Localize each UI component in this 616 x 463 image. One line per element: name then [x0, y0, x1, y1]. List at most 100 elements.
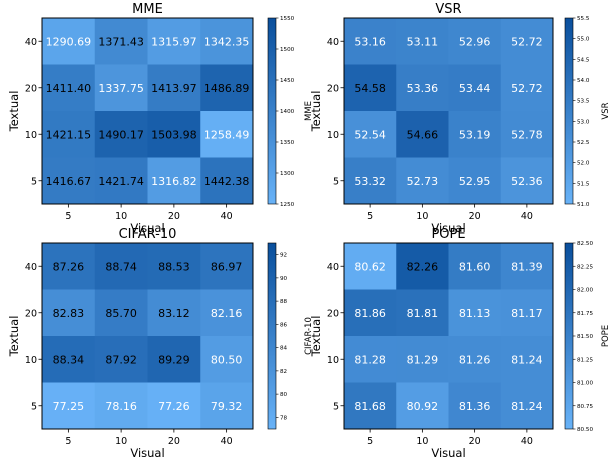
heatmap-cell	[448, 18, 502, 65]
cell-value-label: 1411.40	[46, 82, 92, 95]
colorbar-tick-label: 86	[280, 322, 288, 328]
y-tick-label: 20	[25, 308, 37, 319]
cell-value-label: 53.16	[354, 35, 386, 48]
heatmap-cell	[147, 64, 201, 112]
y-tick-label: 5	[31, 176, 37, 187]
x-tick-label: 5	[367, 211, 373, 222]
colorbar-label: POPE	[601, 325, 611, 347]
cell-value-label: 81.24	[511, 353, 543, 366]
cell-value-label: 80.62	[354, 260, 386, 273]
plot-frame	[41, 17, 254, 205]
colorbar-tick-label: 80.50	[577, 427, 593, 433]
colorbar-tick-label: 1350	[280, 140, 295, 146]
colorbar-scale	[564, 242, 574, 430]
cell-value-label: 52.78	[511, 128, 543, 141]
cell-value-label: 1258.49	[204, 128, 250, 141]
colorbar-tick-label: 81.50	[577, 334, 593, 340]
cell-value-label: 1315.97	[151, 35, 197, 48]
x-tick-label: 20	[469, 436, 481, 447]
cell-value-label: 89.29	[158, 353, 190, 366]
heatmap-cell	[344, 336, 397, 383]
heatmap-cell	[448, 111, 502, 158]
x-tick-label: 5	[367, 436, 373, 447]
cell-value-label: 53.32	[354, 175, 386, 188]
cell-value-label: 1486.89	[204, 82, 250, 95]
x-tick-label: 40	[221, 211, 233, 222]
y-tick-label: 40	[25, 262, 37, 273]
y-tick-label: 5	[333, 176, 339, 187]
heatmap-cell	[344, 64, 397, 112]
cell-value-label: 1413.97	[151, 82, 197, 95]
heatmap-cell	[200, 243, 254, 290]
cell-value-label: 87.26	[53, 260, 85, 273]
heatmap-cell	[42, 382, 96, 430]
colorbar-tick-label: 84	[280, 346, 288, 352]
heatmap-cell	[448, 289, 502, 337]
heatmap-cell	[147, 18, 201, 65]
heatmap-cell	[200, 382, 254, 430]
y-axis-label: Textual	[309, 316, 323, 358]
heatmap-cell	[500, 111, 554, 158]
cell-value-label: 1342.35	[204, 35, 250, 48]
colorbar-tick-label: 52.0	[577, 161, 590, 167]
cell-value-label: 87.92	[105, 353, 137, 366]
heatmap-cell	[448, 64, 502, 112]
heatmap-cell	[42, 64, 96, 112]
cell-value-label: 52.95	[459, 175, 491, 188]
cell-value-label: 81.13	[459, 307, 491, 320]
colorbar-scale	[267, 17, 277, 205]
cell-value-label: 81.24	[511, 400, 543, 413]
plot-frame	[343, 17, 554, 205]
cell-value-label: 81.81	[407, 307, 439, 320]
heatmap-cell	[396, 289, 449, 337]
x-tick-label: 40	[521, 436, 533, 447]
cell-value-label: 82.16	[211, 307, 243, 320]
cell-value-label: 52.72	[511, 35, 543, 48]
y-tick-label: 10	[25, 130, 37, 141]
colorbar-tick-label: 81.75	[577, 311, 593, 317]
colorbar-tick-label: 54.0	[577, 78, 590, 84]
x-tick-label: 5	[65, 436, 71, 447]
y-tick-label: 20	[327, 308, 339, 319]
heatmap-cell	[344, 18, 397, 65]
y-tick-label: 5	[333, 401, 339, 412]
heatmap-cell	[396, 336, 449, 383]
colorbar-tick-label: 92	[280, 253, 287, 259]
cell-value-label: 88.34	[53, 353, 85, 366]
cell-value-label: 1337.75	[98, 82, 144, 95]
colorbar-tick-label: 1250	[280, 202, 295, 208]
y-tick-label: 5	[31, 401, 37, 412]
heatmap-cell	[94, 18, 148, 65]
y-tick-label: 10	[25, 355, 37, 366]
cell-value-label: 80.50	[211, 353, 243, 366]
cell-value-label: 52.36	[511, 175, 543, 188]
heatmap-cell	[500, 243, 554, 290]
colorbar-tick-label: 88	[280, 299, 288, 305]
cell-value-label: 82.26	[407, 260, 439, 273]
x-axis-label: Visual	[130, 221, 164, 235]
heatmap-panel-pope: 80.62 82.26 81.60 81.39 81.86 81.81 81.13 81.17…	[309, 227, 611, 460]
heatmap-cell	[147, 157, 201, 205]
cell-value-label: 1490.17	[98, 128, 144, 141]
heatmap-cell	[200, 157, 254, 205]
colorbar-label: MME	[304, 101, 314, 121]
colorbar: 1250 1300 1350 1400 1450 1500 1550 MME	[267, 16, 314, 208]
cell-value-label: 1371.43	[98, 35, 144, 48]
colorbar-tick-label: 51.5	[577, 181, 590, 187]
heatmap-cell	[200, 18, 254, 65]
chart-title: POPE	[431, 227, 465, 242]
heatmap-cell	[200, 111, 254, 158]
y-tick-label: 10	[327, 355, 339, 366]
cell-value-label: 81.68	[354, 400, 386, 413]
colorbar: 78 80 82 84 86 88 90 92 CIFAR-10	[267, 242, 314, 430]
heatmap-panel-cifar-10: 87.26 88.74 88.53 86.97 82.83 85.70 83.12 82.16…	[7, 227, 314, 460]
heatmap-cell	[500, 157, 554, 205]
colorbar-tick-label: 53.0	[577, 119, 590, 125]
cell-value-label: 1442.38	[204, 175, 250, 188]
heatmap-cell	[448, 157, 502, 205]
cell-value-label: 82.83	[53, 307, 85, 320]
x-tick-label: 10	[416, 211, 428, 222]
y-tick-label: 40	[327, 262, 339, 273]
heatmap-cell	[344, 243, 397, 290]
